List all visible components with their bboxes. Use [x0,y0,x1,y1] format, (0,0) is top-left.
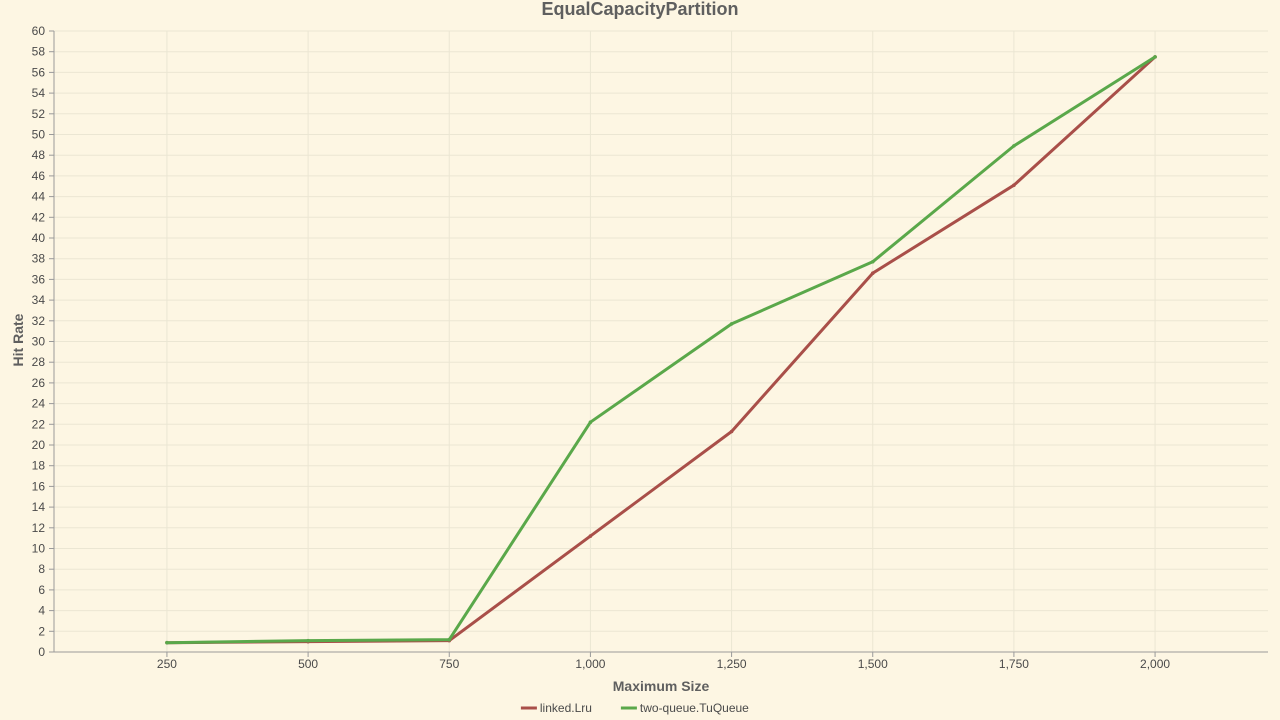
y-tick-label: 2 [38,624,45,638]
y-tick-label: 52 [32,107,46,121]
y-tick-label: 28 [32,355,46,369]
y-tick-label: 42 [32,210,46,224]
y-tick-label: 14 [32,500,46,514]
x-axis-title: Maximum Size [613,678,710,694]
y-tick-label: 56 [32,65,46,79]
y-tick-label: 58 [32,45,46,59]
y-tick-label: 12 [32,521,46,535]
y-tick-label: 8 [38,562,45,576]
data-point [165,640,169,645]
data-point [1153,55,1157,59]
y-tick-label: 0 [38,645,45,659]
y-tick-label: 18 [32,459,46,473]
y-tick-label: 32 [32,314,46,328]
grid-lines [54,30,1268,653]
y-tick-label: 40 [32,231,46,245]
y-tick-label: 10 [32,542,46,556]
data-point [1012,183,1016,188]
x-tick-label: 1,000 [575,657,605,671]
axes [49,30,1268,657]
y-tick-label: 44 [32,190,46,204]
y-tick-label: 30 [32,335,46,349]
y-tick-label: 16 [32,479,46,493]
x-tick-label: 1,750 [999,657,1029,671]
y-tick-label: 60 [32,24,46,38]
legend-item: linked.Lru [520,701,592,715]
data-point [447,637,452,642]
y-tick-label: 46 [32,169,46,183]
data-point [729,429,734,434]
data-point [1012,144,1016,148]
y-tick-label: 50 [32,128,46,142]
legend-item: two-queue.TuQueue [620,701,749,715]
y-tick-label: 22 [32,417,46,431]
y-tick-label: 4 [38,604,45,618]
x-tick-label: 250 [157,657,177,671]
legend-label: two-queue.TuQueue [640,701,749,715]
y-tick-label: 48 [32,148,46,162]
y-tick-label: 54 [32,86,46,100]
y-tick-label: 26 [32,376,46,390]
x-tick-label: 2,000 [1140,657,1170,671]
series-lines [165,55,1157,645]
x-tick-label: 750 [439,657,459,671]
series-line-0 [166,55,1157,645]
y-tick-label: 24 [32,397,46,411]
x-tick-label: 1,500 [858,657,888,671]
y-tick-label: 36 [32,272,46,286]
y-tick-label: 34 [32,293,46,307]
x-tick-labels: 250 500 750 1,000 1,250 1,500 1,750 2,000 [157,657,1170,671]
x-tick-label: 1,250 [717,657,747,671]
y-tick-labels: 0246810121416182022242628303234363840424… [32,24,46,659]
data-point [588,534,593,538]
data-point [729,322,734,326]
data-point [306,638,310,643]
data-point [870,271,875,275]
data-point [870,260,875,264]
y-tick-label: 20 [32,438,46,452]
y-tick-label: 38 [32,252,46,266]
x-tick-label: 500 [298,657,318,671]
legend: linked.Lru two-queue.TuQueue [520,701,749,715]
data-point [588,420,593,425]
y-tick-label: 6 [38,583,45,597]
legend-label: linked.Lru [540,701,592,715]
series-line-1 [166,55,1156,645]
chart-title: EqualCapacityPartition [541,0,738,19]
y-axis-title: Hit Rate [10,313,26,366]
